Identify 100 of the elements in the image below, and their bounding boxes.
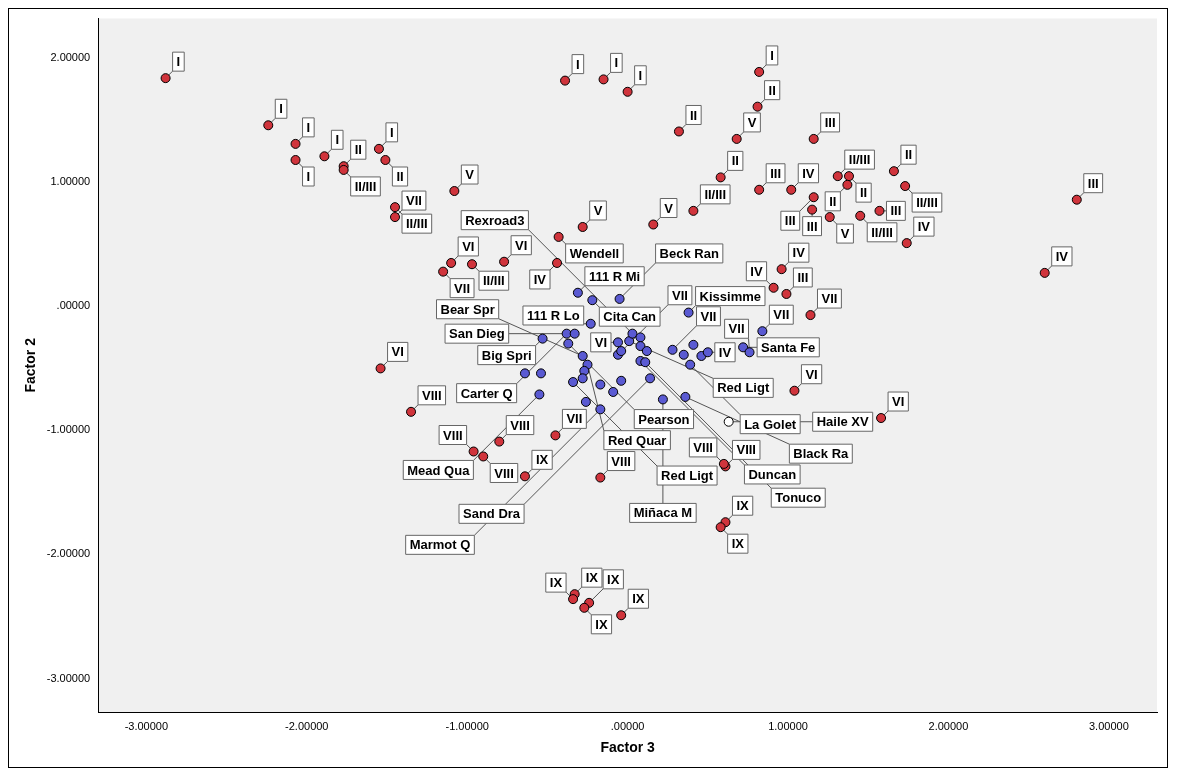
- annotation: IX: [549, 575, 563, 591]
- annotation: III: [1087, 175, 1099, 191]
- annotation: V: [747, 115, 757, 130]
- annotation: I: [306, 169, 311, 185]
- annotation: IX: [736, 498, 750, 514]
- annotation: II: [689, 107, 698, 123]
- y-tick-label: 1.00000: [50, 175, 91, 188]
- annotation: II/III: [916, 195, 938, 211]
- annotation: VII: [671, 287, 688, 303]
- annotation: IX: [632, 591, 645, 607]
- annotation: Red Ligt: [717, 380, 770, 396]
- y-tick-label: .00000: [56, 299, 91, 312]
- annotation: Tonuco: [775, 490, 822, 506]
- x-tick-label: -1.00000: [445, 719, 489, 732]
- annotation: II/III: [871, 224, 893, 240]
- annotation: I: [335, 132, 340, 148]
- annotation: II/III: [483, 273, 505, 289]
- annotation: Wendell: [569, 245, 620, 261]
- annotation: VIII: [510, 417, 530, 433]
- y-axis-title: Factor 2: [22, 337, 39, 393]
- annotation: IV: [718, 344, 732, 360]
- annotation: Pearson: [638, 411, 690, 427]
- annotation: II: [396, 169, 404, 185]
- annotation: Marmot Q: [409, 537, 471, 553]
- annotation: I: [176, 54, 181, 70]
- annotation: VI: [462, 239, 475, 255]
- annotation: VIII: [422, 387, 442, 403]
- x-tick-label: -3.00000: [124, 719, 169, 732]
- annotation: II: [354, 142, 362, 158]
- annotation: II: [768, 82, 776, 98]
- annotation: III: [824, 115, 836, 130]
- annotation: II/III: [406, 216, 428, 232]
- annotation: I: [306, 119, 311, 135]
- annotation: II: [904, 147, 913, 163]
- annotation: IV: [750, 263, 763, 279]
- x-tick-label: 3.00000: [1088, 719, 1129, 732]
- y-tick-label: -1.00000: [46, 423, 91, 436]
- annotation: 111 R Lo: [526, 308, 580, 324]
- annotation: IX: [535, 452, 549, 468]
- annotation: Duncan: [748, 467, 797, 483]
- annotation: Rexroad3: [465, 212, 525, 228]
- annotation: III: [797, 270, 809, 286]
- annotation: II/III: [704, 186, 727, 202]
- y-tick-label: 2.00000: [50, 51, 91, 64]
- annotation: V: [593, 203, 603, 219]
- annotation: IV: [917, 219, 931, 235]
- annotation: IX: [585, 570, 599, 586]
- annotation: Cita Can: [603, 309, 657, 325]
- annotation: VI: [805, 366, 818, 382]
- annotation: IV: [1055, 248, 1069, 264]
- annotation: VII: [700, 308, 717, 324]
- annotation: La Golet: [744, 416, 797, 432]
- y-tick-label: -2.00000: [46, 547, 91, 560]
- annotation: VII: [454, 280, 471, 296]
- x-tick-label: 2.00000: [928, 719, 969, 732]
- annotation: III: [784, 213, 796, 229]
- annotation: IV: [802, 165, 815, 181]
- annotation: Beck Ran: [659, 246, 719, 262]
- annotation: IV: [533, 272, 547, 288]
- annotation: I: [279, 101, 283, 117]
- annotation: Big Spri: [481, 347, 532, 363]
- annotation: Red Quar: [607, 432, 667, 448]
- annotation: VI: [594, 334, 607, 350]
- x-tick-label: 1.00000: [768, 719, 808, 732]
- annotation: VII: [406, 193, 422, 209]
- annotation: II/III: [848, 152, 871, 168]
- annotation: Carter Q: [460, 385, 513, 401]
- annotation: II/III: [354, 179, 377, 195]
- annotation: IX: [731, 536, 745, 552]
- annotation: I: [770, 48, 774, 64]
- annotation: Sand Dra: [463, 506, 521, 522]
- annotation: I: [389, 124, 394, 140]
- annotation: I: [638, 67, 643, 83]
- annotation: VII: [728, 321, 745, 337]
- x-tick-label: -2.00000: [285, 719, 329, 732]
- annotation: 111 R Mi: [588, 268, 641, 284]
- annotation: I: [576, 56, 580, 72]
- annotation: V: [664, 200, 674, 216]
- x-axis-title: Factor 3: [600, 739, 656, 756]
- annotation: Haile XV: [816, 414, 870, 430]
- annotation: II: [859, 185, 868, 201]
- annotation: VI: [391, 344, 404, 360]
- annotation: Black Ra: [793, 446, 850, 462]
- annotation: Red Ligt: [661, 468, 714, 484]
- annotation: VII: [773, 307, 790, 323]
- annotation: VIII: [443, 427, 463, 443]
- x-tick-label: .00000: [610, 719, 645, 732]
- annotation: III: [770, 165, 781, 181]
- annotation: V: [465, 167, 475, 183]
- annotation: VIII: [494, 465, 514, 481]
- y-tick-label: -3.00000: [46, 671, 91, 684]
- annotation: VII: [566, 411, 583, 427]
- annotation: IX: [607, 571, 620, 587]
- annotation: IX: [595, 616, 608, 632]
- annotation: Bear Spr: [440, 301, 495, 317]
- annotation: VII: [821, 291, 838, 307]
- annotation: II: [731, 153, 739, 169]
- annotation: VI: [515, 237, 528, 253]
- annotation: Santa Fe: [761, 339, 816, 355]
- annotation: Mead Qua: [407, 462, 471, 478]
